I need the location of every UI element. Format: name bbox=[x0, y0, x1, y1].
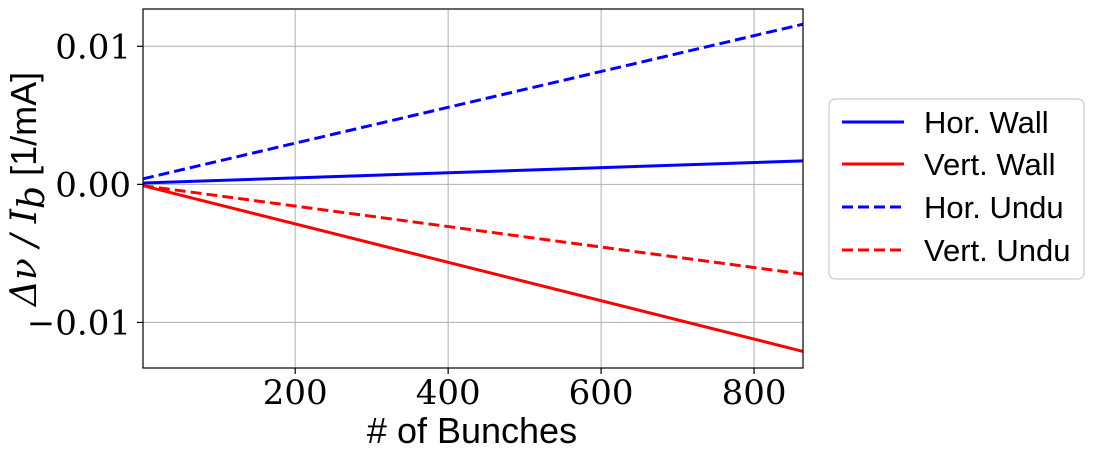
y-tick-label: −0.01 bbox=[27, 303, 131, 343]
legend-label: Hor. Undu bbox=[924, 190, 1064, 225]
y-axis-label: Δν / Ib [1/mA] bbox=[3, 72, 53, 308]
ticks: 200 400 600 800 −0.01 0.00 0.01 bbox=[27, 27, 787, 413]
series-line bbox=[142, 22, 804, 181]
grid bbox=[143, 9, 803, 368]
x-tick-label: 800 bbox=[722, 373, 787, 413]
legend-box bbox=[828, 98, 1085, 280]
y-axis-label-unit: [1/mA] bbox=[3, 72, 44, 176]
legend: Hor. Wall Vert. Wall Hor. Undu Vert. Undu bbox=[828, 98, 1085, 280]
series-line bbox=[142, 159, 804, 185]
x-tick-label: 400 bbox=[416, 373, 481, 413]
x-axis-label: # of Bunches bbox=[367, 410, 577, 450]
y-axis-label-math: Δν / I bbox=[4, 208, 45, 308]
plot-lines bbox=[142, 22, 804, 353]
series-line bbox=[142, 184, 804, 353]
y-tick-label: 0.00 bbox=[55, 165, 131, 205]
legend-label: Vert. Undu bbox=[924, 233, 1070, 268]
y-tick-label: 0.01 bbox=[55, 27, 131, 67]
plot-frame bbox=[142, 8, 804, 369]
y-axis-label-subscript: b bbox=[12, 186, 53, 209]
x-tick-label: 200 bbox=[263, 373, 328, 413]
legend-label: Vert. Wall bbox=[924, 147, 1056, 182]
legend-label: Hor. Wall bbox=[924, 105, 1049, 140]
series-line bbox=[142, 184, 804, 276]
x-tick-label: 600 bbox=[569, 373, 634, 413]
